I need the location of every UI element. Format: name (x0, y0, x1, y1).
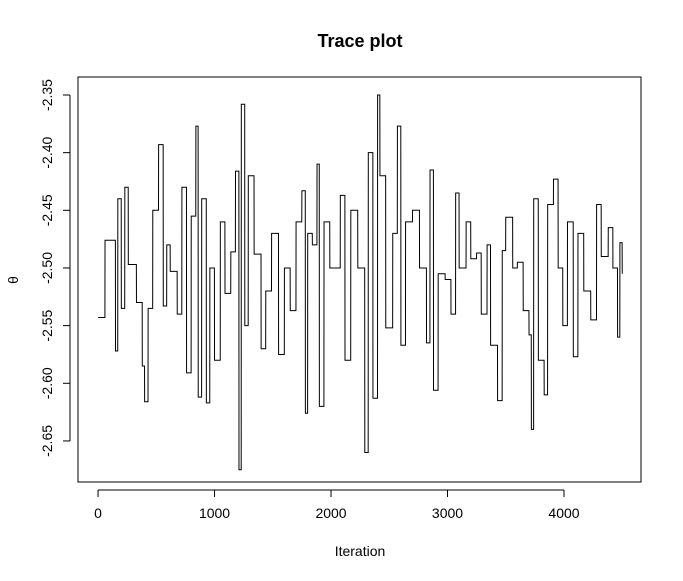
y-axis-label: θ (5, 276, 21, 284)
y-tick-label: -2.35 (39, 79, 55, 111)
y-tick-label: -2.60 (39, 367, 55, 399)
x-tick-label: 1000 (199, 505, 230, 521)
x-tick-label: 2000 (315, 505, 346, 521)
x-tick-label: 4000 (548, 505, 579, 521)
trace-line (98, 94, 623, 471)
chart-title: Trace plot (317, 31, 402, 51)
y-tick-label: -2.50 (39, 252, 55, 284)
y-tick-label: -2.40 (39, 136, 55, 168)
y-tick-label: -2.45 (39, 194, 55, 226)
x-tick-label: 3000 (432, 505, 463, 521)
plot-box (77, 76, 642, 483)
x-axis-label: Iteration (335, 543, 386, 559)
y-tick-label: -2.65 (39, 425, 55, 457)
y-tick-label: -2.55 (39, 309, 55, 341)
x-tick-label: 0 (94, 505, 102, 521)
